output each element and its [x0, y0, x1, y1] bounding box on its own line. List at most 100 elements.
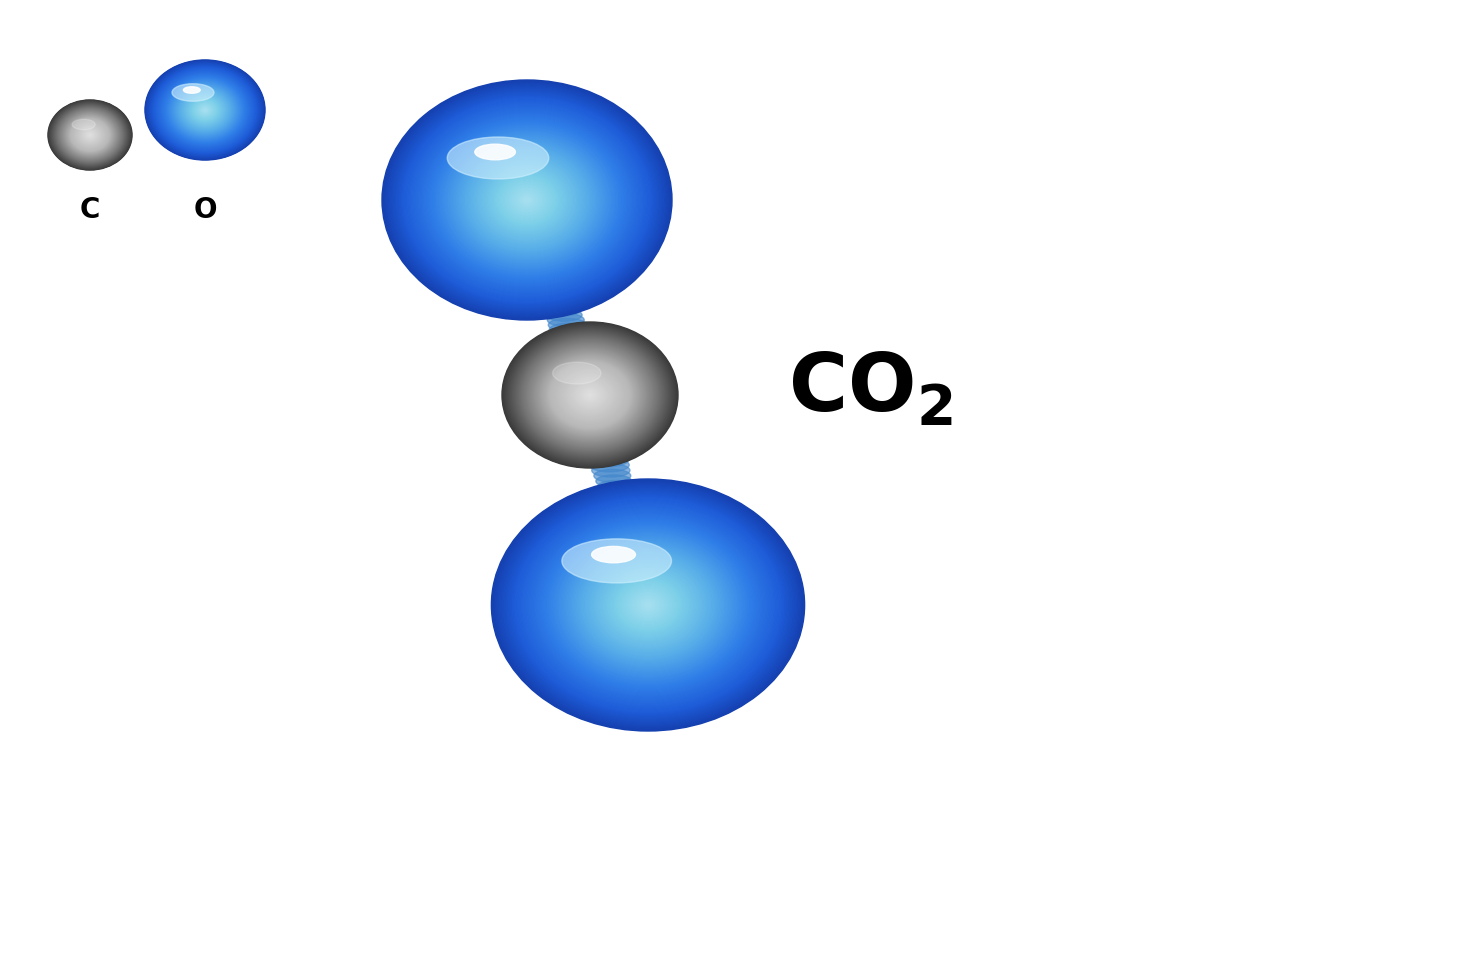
Ellipse shape	[188, 96, 222, 123]
Ellipse shape	[172, 82, 238, 137]
Ellipse shape	[501, 487, 794, 722]
Ellipse shape	[465, 148, 589, 252]
Ellipse shape	[578, 385, 603, 405]
Ellipse shape	[576, 383, 604, 407]
Ellipse shape	[185, 93, 225, 127]
Ellipse shape	[193, 100, 218, 120]
Ellipse shape	[525, 198, 529, 202]
Ellipse shape	[528, 509, 767, 702]
Ellipse shape	[575, 382, 606, 408]
Ellipse shape	[628, 589, 667, 620]
Ellipse shape	[545, 359, 634, 431]
Ellipse shape	[203, 108, 207, 112]
Ellipse shape	[594, 561, 703, 649]
Ellipse shape	[625, 586, 672, 624]
Ellipse shape	[528, 258, 567, 272]
Ellipse shape	[584, 390, 597, 400]
Ellipse shape	[181, 90, 229, 130]
Ellipse shape	[62, 111, 119, 159]
Ellipse shape	[532, 347, 648, 443]
Ellipse shape	[84, 129, 97, 140]
Ellipse shape	[545, 304, 581, 317]
Ellipse shape	[547, 314, 584, 326]
Ellipse shape	[520, 194, 534, 206]
Ellipse shape	[512, 187, 542, 213]
Ellipse shape	[497, 175, 557, 225]
Ellipse shape	[572, 544, 723, 665]
Ellipse shape	[553, 381, 628, 409]
Ellipse shape	[541, 354, 639, 436]
Ellipse shape	[150, 64, 260, 156]
Ellipse shape	[553, 381, 628, 409]
Ellipse shape	[503, 209, 564, 231]
Ellipse shape	[587, 556, 710, 655]
Ellipse shape	[495, 174, 559, 226]
Ellipse shape	[606, 508, 641, 519]
Ellipse shape	[559, 368, 622, 421]
Ellipse shape	[76, 123, 104, 147]
Ellipse shape	[66, 116, 113, 155]
Ellipse shape	[610, 533, 651, 548]
Ellipse shape	[182, 92, 226, 128]
Ellipse shape	[587, 392, 594, 398]
Ellipse shape	[62, 111, 119, 159]
Ellipse shape	[178, 87, 232, 133]
Ellipse shape	[553, 360, 612, 380]
Ellipse shape	[523, 247, 566, 263]
Ellipse shape	[588, 394, 592, 397]
Ellipse shape	[592, 560, 704, 650]
Ellipse shape	[156, 70, 254, 151]
Ellipse shape	[71, 119, 109, 151]
Ellipse shape	[516, 499, 779, 711]
Ellipse shape	[606, 570, 691, 640]
Ellipse shape	[595, 563, 700, 647]
Ellipse shape	[85, 131, 94, 139]
Ellipse shape	[523, 340, 656, 450]
Ellipse shape	[63, 113, 118, 158]
Ellipse shape	[62, 112, 118, 158]
Ellipse shape	[514, 333, 664, 457]
Ellipse shape	[647, 604, 650, 606]
Ellipse shape	[165, 76, 245, 143]
Ellipse shape	[163, 75, 247, 145]
Ellipse shape	[509, 185, 545, 215]
Ellipse shape	[81, 127, 100, 143]
Ellipse shape	[526, 253, 567, 268]
Ellipse shape	[495, 198, 564, 222]
Ellipse shape	[81, 127, 100, 143]
Ellipse shape	[516, 191, 538, 209]
Ellipse shape	[553, 355, 609, 375]
Ellipse shape	[572, 379, 609, 411]
Ellipse shape	[495, 482, 801, 728]
Ellipse shape	[513, 188, 541, 212]
Ellipse shape	[539, 353, 641, 437]
Ellipse shape	[554, 366, 625, 424]
Ellipse shape	[151, 65, 259, 155]
Ellipse shape	[557, 531, 739, 678]
Text: C: C	[79, 196, 100, 224]
Ellipse shape	[165, 76, 245, 144]
Ellipse shape	[589, 458, 629, 472]
Ellipse shape	[491, 170, 563, 230]
Ellipse shape	[572, 380, 607, 410]
Ellipse shape	[550, 332, 594, 348]
Ellipse shape	[513, 497, 782, 713]
Ellipse shape	[65, 115, 115, 156]
Ellipse shape	[553, 372, 622, 397]
Ellipse shape	[528, 344, 651, 446]
Ellipse shape	[57, 108, 123, 163]
Ellipse shape	[638, 597, 659, 613]
Ellipse shape	[184, 92, 226, 127]
Ellipse shape	[432, 121, 622, 279]
Ellipse shape	[597, 564, 698, 646]
Ellipse shape	[523, 197, 531, 203]
Ellipse shape	[628, 588, 669, 621]
Ellipse shape	[447, 134, 607, 266]
Ellipse shape	[54, 105, 126, 165]
Ellipse shape	[610, 538, 654, 554]
Ellipse shape	[592, 464, 631, 477]
Ellipse shape	[585, 391, 595, 400]
Ellipse shape	[463, 147, 591, 253]
Ellipse shape	[569, 541, 728, 669]
Ellipse shape	[559, 532, 738, 677]
